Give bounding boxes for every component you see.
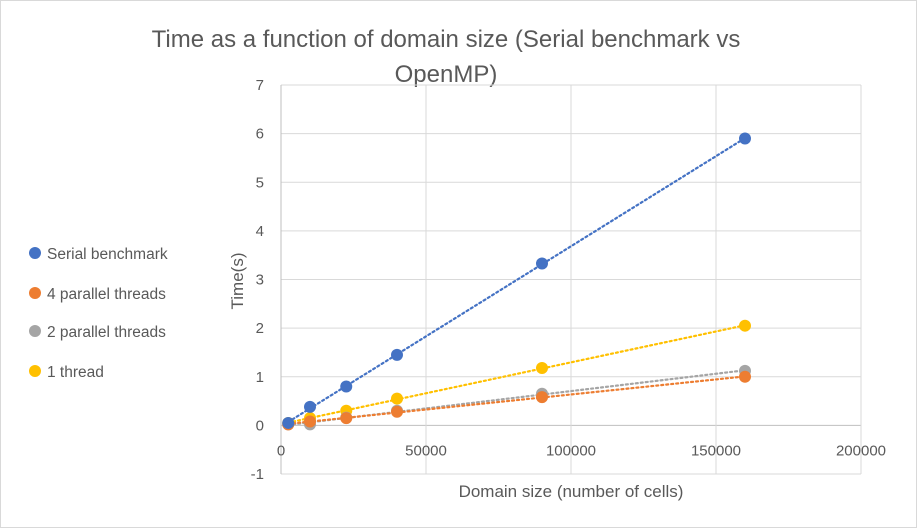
point-1-thread[interactable] [391,392,403,405]
trendlines [287,137,747,426]
trendline-4-parallel-threads [287,375,747,425]
y-tick-label: 1 [256,369,264,386]
point-serial-benchmark[interactable] [340,380,353,393]
point-1-thread[interactable] [536,361,548,374]
trendline-1-thread [287,324,747,424]
legend-item-serial-benchmark[interactable]: Serial benchmark [29,246,168,263]
tick-labels: -1 0 1 2 3 4 5 6 7 0 50000 100000 150000 200000 [251,77,886,483]
y-tick-label: 7 [256,77,264,94]
y-tick-label: 6 [256,126,264,143]
point-serial-benchmark[interactable] [304,400,316,413]
legend[interactable]: Serial benchmark 4 parallel threads 2 para… [29,246,168,381]
y-tick-label: 4 [256,223,264,240]
y-tick-label: 0 [256,417,264,434]
legend-item-2-parallel-threads[interactable]: 2 parallel threads [29,324,166,341]
legend-marker-icon [29,247,41,259]
y-tick-label: 3 [256,272,264,289]
y-axis-label: Time(s) [228,253,247,310]
y-tick-label: 2 [256,320,264,337]
y-tick-label: -1 [251,466,264,483]
legend-label: 1 thread [47,364,104,381]
legend-label: 4 parallel threads [47,286,166,303]
legend-item-1-thread[interactable]: 1 thread [29,364,104,381]
legend-marker-icon [29,365,41,377]
legend-marker-icon [29,325,41,337]
chart-title-line-1: Time as a function of domain size (Seria… [152,26,741,53]
chart-title-line-2: OpenMP) [395,61,498,88]
point-serial-benchmark[interactable] [282,416,295,429]
legend-item-4-parallel-threads[interactable]: 4 parallel threads [29,286,166,303]
x-tick-label: 200000 [836,442,886,459]
point-serial-benchmark[interactable] [391,348,403,361]
point-4-parallel-threads[interactable] [340,412,353,425]
x-tick-label: 50000 [405,442,447,459]
point-4-parallel-threads[interactable] [391,405,403,418]
point-serial-benchmark[interactable] [536,257,548,270]
y-tick-label: 5 [256,174,264,191]
trendline-serial-benchmark [287,137,747,424]
legend-label: Serial benchmark [47,246,168,263]
legend-label: 2 parallel threads [47,324,166,341]
point-1-thread[interactable] [739,319,751,332]
point-4-parallel-threads[interactable] [304,415,316,428]
point-4-parallel-threads[interactable] [739,370,751,383]
x-tick-label: 100000 [546,442,596,459]
point-serial-benchmark[interactable] [739,132,751,145]
legend-marker-icon [29,287,41,299]
point-4-parallel-threads[interactable] [536,391,548,404]
x-axis-label: Domain size (number of cells) [459,482,684,501]
x-tick-label: 150000 [691,442,741,459]
x-tick-label: 0 [277,442,285,459]
data-points [282,132,751,431]
gridlines [280,84,862,475]
